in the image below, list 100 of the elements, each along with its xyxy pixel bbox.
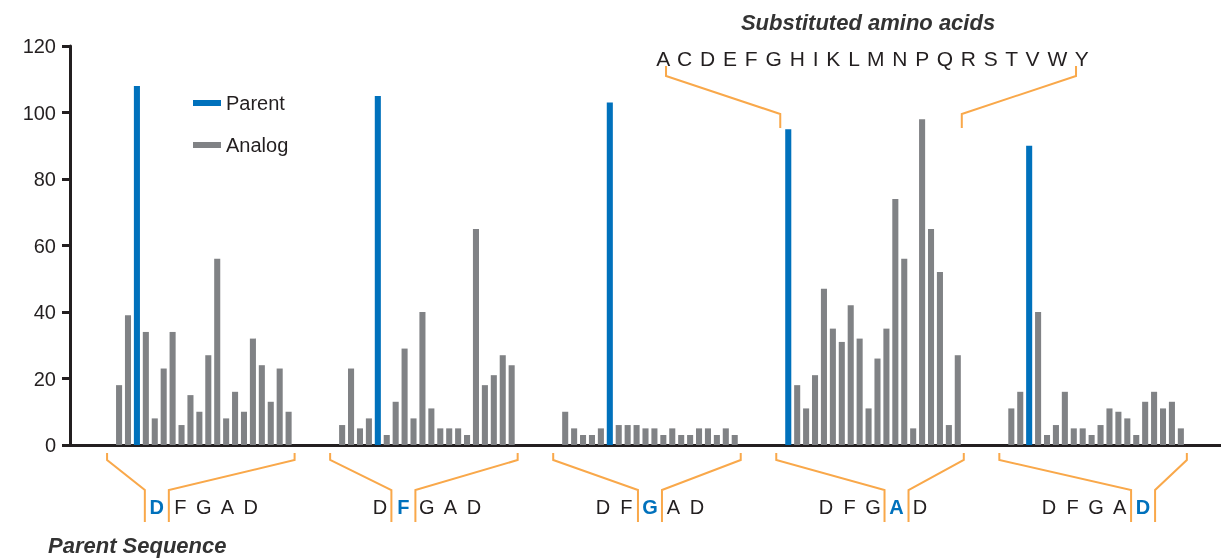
text: Substituted amino acids	[740, 10, 996, 35]
bar	[936, 272, 943, 445]
bar	[1124, 418, 1131, 445]
bar	[865, 408, 872, 445]
text: D F G A D	[372, 496, 482, 518]
bar	[1061, 391, 1068, 445]
y-tick-label: 20	[33, 367, 56, 390]
bar	[1035, 312, 1042, 445]
bar	[704, 428, 711, 445]
annotation: A C D E F G H I K L M N P Q R S T V W Y	[656, 47, 1090, 70]
bar	[214, 258, 221, 445]
bar	[901, 258, 908, 445]
bar	[803, 408, 810, 445]
bar	[1106, 408, 1113, 445]
bar	[267, 401, 274, 445]
bar	[615, 425, 622, 445]
bar	[838, 341, 845, 445]
bar	[205, 355, 212, 445]
bar	[651, 428, 658, 445]
bar	[392, 401, 399, 445]
bar	[785, 129, 792, 445]
bar	[892, 198, 899, 445]
bar	[1168, 401, 1175, 445]
bar	[597, 428, 604, 445]
bar	[696, 428, 703, 445]
bar	[1159, 408, 1167, 445]
bar	[187, 395, 194, 445]
bar	[1151, 391, 1158, 445]
bar	[365, 418, 372, 445]
bar	[339, 425, 346, 445]
bar	[1008, 408, 1015, 445]
bar	[624, 425, 631, 445]
text: D F G A D	[595, 496, 705, 518]
bar	[348, 368, 355, 445]
bar	[642, 428, 649, 445]
bar	[722, 428, 729, 445]
bar	[562, 411, 569, 445]
bar	[196, 411, 203, 445]
text: D F G A D	[149, 496, 259, 518]
bar	[481, 385, 488, 445]
bar	[919, 119, 926, 445]
bar	[1052, 425, 1059, 445]
bar	[829, 328, 836, 445]
bar	[588, 435, 595, 445]
bar	[606, 102, 613, 445]
text: Parent Sequence	[48, 533, 227, 558]
bar	[356, 428, 364, 445]
bar	[1088, 435, 1095, 445]
legend-label: Analog	[226, 134, 289, 156]
bar	[954, 355, 961, 445]
bar	[811, 375, 819, 445]
bar	[133, 85, 140, 445]
bar	[883, 328, 890, 445]
bar	[160, 368, 167, 445]
bar	[713, 435, 720, 445]
bar	[731, 435, 738, 445]
bar	[856, 338, 863, 445]
bar	[820, 288, 827, 445]
bar	[464, 435, 471, 445]
bar	[116, 385, 123, 445]
bar	[508, 365, 515, 445]
bar	[1026, 145, 1033, 445]
bar	[428, 408, 435, 445]
bar	[446, 428, 453, 445]
bar	[258, 365, 265, 445]
y-tick-label: 40	[33, 301, 56, 323]
bar	[1079, 428, 1086, 445]
bar	[169, 331, 176, 445]
bar	[794, 385, 801, 445]
bar	[687, 435, 694, 445]
bar	[276, 368, 283, 445]
bar	[490, 375, 497, 445]
bar	[1177, 428, 1184, 445]
bar	[383, 435, 390, 445]
text: D F G A D	[1041, 496, 1151, 518]
bar	[660, 435, 667, 445]
bar	[633, 425, 640, 445]
y-tick-label: 0	[44, 434, 56, 456]
bar	[419, 312, 426, 445]
bar	[1142, 401, 1149, 445]
text: D F G A D	[818, 496, 928, 518]
bar	[142, 331, 149, 445]
bar	[151, 418, 158, 445]
y-tick-label: 120	[22, 35, 56, 57]
bar	[232, 391, 239, 445]
bar	[499, 355, 506, 445]
bar	[285, 411, 292, 445]
bar	[874, 358, 881, 445]
bar	[1017, 391, 1024, 445]
bar	[927, 228, 935, 445]
y-tick-label: 60	[33, 234, 56, 257]
bar	[910, 428, 917, 445]
bar	[240, 411, 248, 445]
bar	[1115, 411, 1122, 445]
bar	[945, 425, 952, 445]
bar	[455, 428, 462, 445]
bar	[249, 338, 256, 445]
bar	[124, 315, 132, 445]
y-tick-label: 100	[22, 101, 56, 124]
bar	[374, 95, 381, 445]
